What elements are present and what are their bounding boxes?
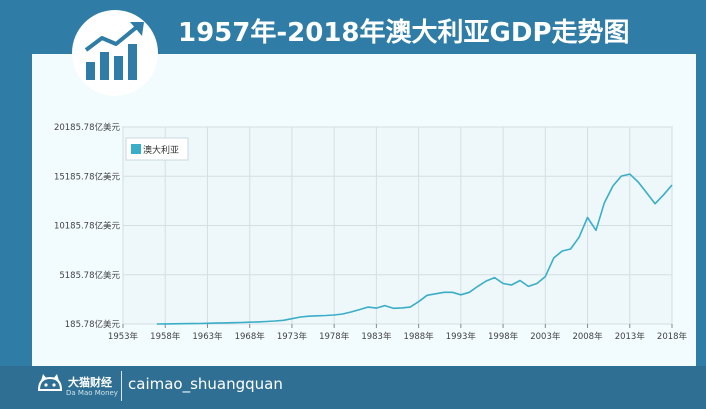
- line-chart: 185.78亿美元 5185.78亿美元 10185.78亿美元 15185.78亿美…: [54, 122, 688, 342]
- x-tick-label: 1998年: [488, 331, 519, 342]
- y-axis: 185.78亿美元 5185.78亿美元 10185.78亿美元 15185.78亿美…: [54, 122, 121, 330]
- legend-swatch: [131, 144, 141, 154]
- y-tick-label: 10185.78亿美元: [54, 221, 121, 232]
- cat-icon: [37, 374, 63, 391]
- logo-badge: [72, 10, 158, 96]
- x-tick-label: 1958年: [150, 331, 181, 342]
- x-tick-label: 2018年: [657, 331, 688, 342]
- x-tick-label: 2013年: [615, 331, 646, 342]
- series-group: [156, 173, 673, 325]
- x-tick-label: 2003年: [530, 331, 561, 342]
- footer-divider: [121, 371, 122, 401]
- legend[interactable]: 澳大利亚: [125, 137, 189, 161]
- title-bar: 1957年-2018年澳大利亚GDP走势图: [0, 0, 706, 54]
- gridlines: [122, 126, 673, 325]
- x-tick-label: 1953年: [108, 331, 139, 342]
- x-tick-label: 1993年: [446, 331, 477, 342]
- social-handle: caimao_shuangquan: [128, 375, 283, 393]
- x-tick-label: 1973年: [277, 331, 308, 342]
- x-tick-label: 2008年: [572, 331, 603, 342]
- y-tick-label: 185.78亿美元: [65, 319, 121, 330]
- rising-bar-chart-icon: [84, 22, 144, 80]
- brand-name: 大猫财经: [68, 376, 112, 389]
- brand-subtitle: Da Mao Money: [66, 389, 118, 397]
- x-tick-label: 1968年: [235, 331, 266, 342]
- x-tick-label: 1983年: [361, 331, 392, 342]
- x-tick-label: 1963年: [192, 331, 223, 342]
- footer: 大猫财经 Da Mao Money caimao_shuangquan: [0, 366, 706, 409]
- y-tick-label: 5185.78亿美元: [59, 270, 120, 281]
- y-tick-label: 20185.78亿美元: [54, 122, 121, 133]
- series-line-australia: [156, 173, 673, 325]
- chart-title: 1957年-2018年澳大利亚GDP走势图: [178, 18, 630, 48]
- x-axis: 1953年 1958年 1963年 1968年 1973年 1978年 1983年 1988年…: [108, 324, 688, 342]
- y-tick-label: 15185.78亿美元: [54, 171, 121, 182]
- x-tick-label: 1978年: [319, 331, 350, 342]
- x-tick-label: 1988年: [404, 331, 435, 342]
- legend-label: 澳大利亚: [143, 144, 179, 156]
- legend-box: [125, 137, 189, 161]
